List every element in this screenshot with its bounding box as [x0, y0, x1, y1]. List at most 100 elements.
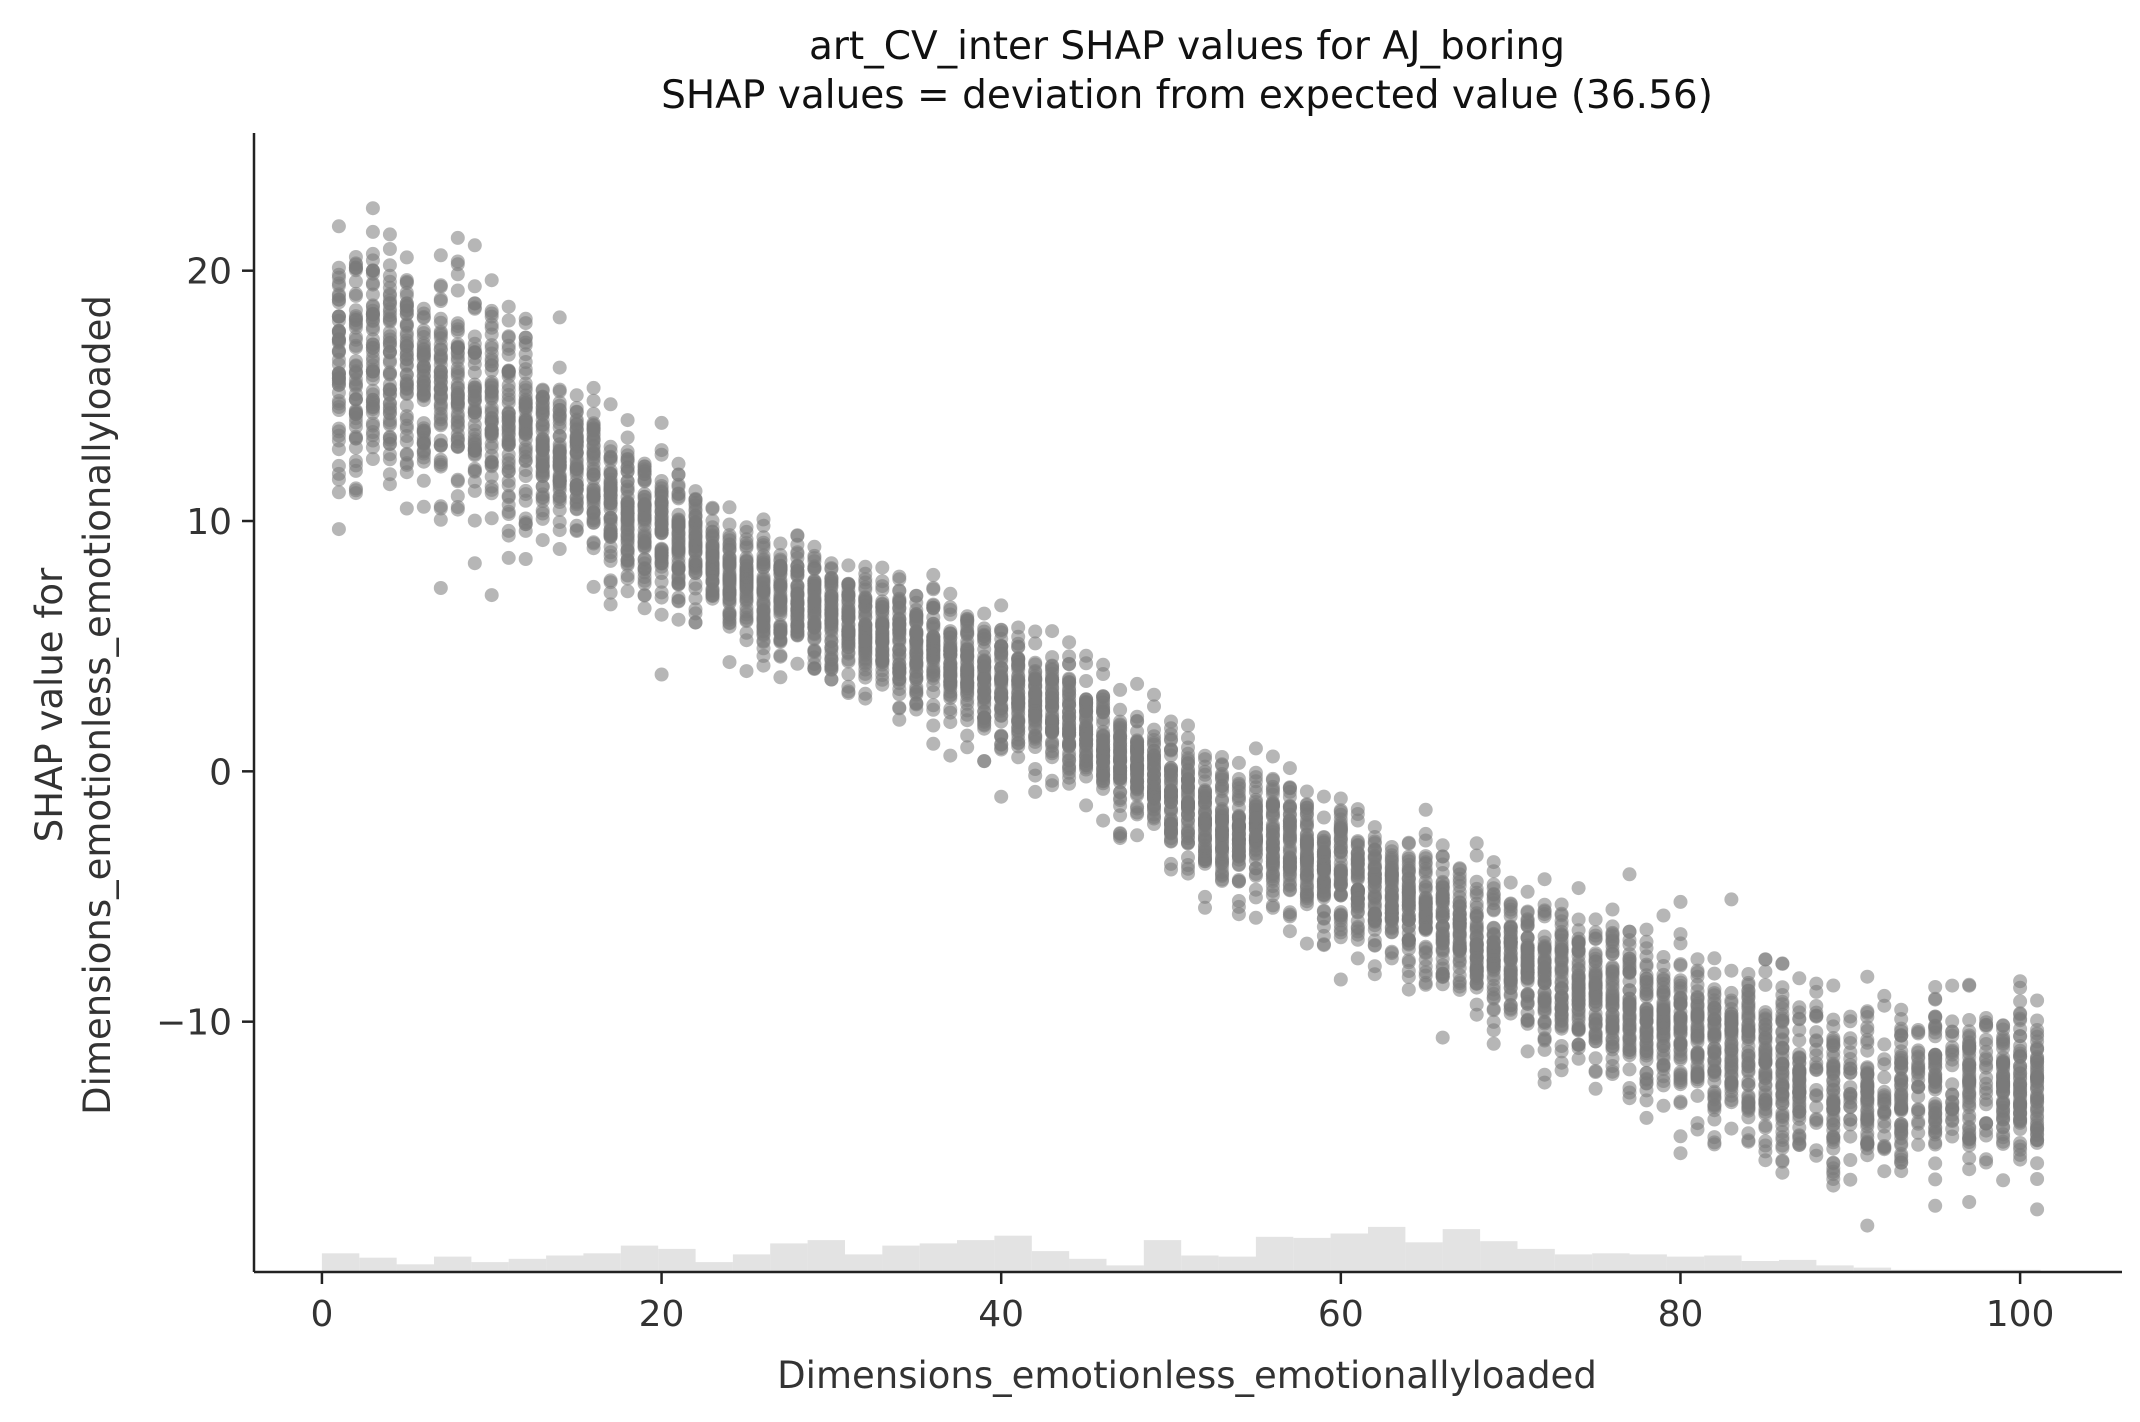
scatter-point [1198, 900, 1212, 915]
scatter-point [807, 631, 822, 646]
histogram-bar [1143, 1240, 1182, 1272]
scatter-point [994, 651, 1009, 666]
scatter-point [416, 330, 431, 344]
scatter-point [331, 375, 346, 390]
scatter-point [824, 623, 839, 638]
scatter-point [620, 584, 635, 599]
histogram-bar [658, 1248, 696, 1272]
scatter-point [586, 579, 601, 594]
scatter-point [892, 618, 907, 632]
scatter-point [348, 392, 363, 407]
scatter-point [569, 458, 584, 473]
scatter-point [926, 642, 941, 657]
scatter-point [1537, 904, 1552, 919]
scatter-point [1215, 826, 1229, 841]
scatter-point [433, 512, 448, 527]
scatter-point [1639, 1065, 1654, 1080]
scatter-point [875, 607, 890, 622]
scatter-point [1011, 739, 1026, 754]
scatter-point [1826, 1035, 1841, 1050]
scatter-point [807, 619, 822, 634]
scatter-point [1215, 769, 1229, 784]
scatter-point [977, 721, 992, 736]
scatter-point [467, 342, 482, 357]
scatter-point [1826, 978, 1841, 993]
scatter-point [484, 588, 499, 603]
scatter-point [1622, 1042, 1637, 1057]
scatter-point [1384, 906, 1399, 921]
scatter-point [1571, 1038, 1586, 1053]
scatter-point [433, 292, 448, 307]
scatter-point [1690, 1067, 1705, 1082]
scatter-point [1860, 1112, 1875, 1127]
scatter-point [365, 246, 380, 261]
scatter-point [1639, 1031, 1654, 1045]
scatter-point [994, 671, 1009, 686]
scatter-point [1775, 1125, 1790, 1139]
scatter-point [1520, 904, 1535, 919]
scatter-point [1707, 1100, 1722, 1115]
scatter-point [1588, 946, 1603, 961]
scatter-point [1520, 1044, 1535, 1059]
scatter-point [688, 577, 703, 591]
scatter-point [569, 478, 584, 492]
scatter-point [450, 380, 465, 395]
scatter-point [603, 488, 618, 503]
scatter-point [1231, 894, 1246, 908]
scatter-point [875, 582, 890, 597]
scatter-point [399, 429, 414, 443]
scatter-point [943, 586, 958, 601]
histogram-bar [807, 1240, 845, 1272]
scatter-point [552, 412, 567, 427]
scatter-point [1486, 921, 1501, 936]
scatter-point [1282, 761, 1297, 776]
scatter-point [484, 346, 499, 361]
scatter-point [1028, 784, 1043, 799]
scatter-point [569, 495, 584, 510]
chart-subtitle: SHAP values = deviation from expected va… [661, 73, 1713, 118]
scatter-point [756, 540, 771, 555]
scatter-point [1673, 1038, 1688, 1053]
scatter-point [841, 623, 856, 638]
scatter-point [365, 263, 380, 278]
scatter-point [671, 489, 686, 504]
scatter-point [960, 649, 975, 664]
scatter-point [807, 582, 822, 597]
scatter-point [1231, 874, 1246, 889]
scatter-point [875, 648, 890, 663]
scatter-point [1079, 695, 1094, 709]
scatter-point [671, 559, 686, 574]
scatter-point [1147, 699, 1161, 714]
scatter-point [994, 598, 1009, 613]
scatter-point [1571, 961, 1586, 976]
scatter-point [892, 591, 907, 606]
scatter-point [1860, 1004, 1875, 1019]
scatter-point [484, 377, 499, 392]
scatter-point [1741, 967, 1756, 981]
scatter-point [348, 429, 363, 444]
scatter-point [467, 428, 482, 442]
scatter-point [977, 672, 992, 687]
scatter-point [1775, 1096, 1790, 1111]
scatter-point [416, 499, 431, 514]
scatter-point [399, 250, 414, 265]
scatter-point [977, 754, 992, 769]
scatter-point [365, 440, 380, 455]
scatter-point [1724, 1121, 1739, 1136]
scatter-point [1622, 1023, 1637, 1038]
scatter-point [1486, 949, 1501, 963]
histogram-bar [471, 1262, 509, 1272]
scatter-point [603, 472, 618, 487]
scatter-point [909, 588, 924, 603]
scatter-point [654, 474, 669, 488]
scatter-point [1282, 801, 1297, 816]
scatter-point [620, 474, 635, 489]
scatter-point [586, 380, 601, 395]
scatter-point [1622, 1062, 1637, 1077]
scatter-point [1724, 993, 1739, 1008]
scatter-point [1809, 1083, 1824, 1097]
scatter-point [382, 313, 397, 327]
scatter-point [1809, 999, 1824, 1013]
scatter-point [1011, 640, 1026, 655]
scatter-point [1113, 720, 1128, 735]
